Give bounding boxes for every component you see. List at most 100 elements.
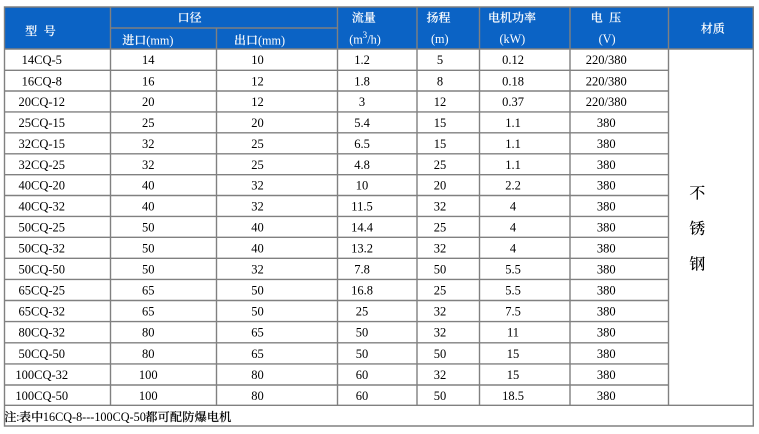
svg-text:380: 380 (597, 179, 616, 193)
svg-text:380: 380 (597, 158, 616, 172)
svg-text:(m): (m) (431, 32, 449, 46)
svg-text:25: 25 (251, 158, 264, 172)
svg-text:65CQ-32: 65CQ-32 (19, 305, 66, 319)
svg-text:16CQ-8---100CQ-50: 16CQ-8---100CQ-50 (43, 410, 146, 424)
svg-text:50: 50 (356, 347, 369, 361)
svg-text:25: 25 (434, 158, 447, 172)
svg-text:380: 380 (597, 368, 616, 382)
svg-text:380: 380 (597, 305, 616, 319)
svg-text:(mm): (mm) (258, 33, 285, 47)
svg-text:100: 100 (139, 389, 158, 403)
svg-text:25: 25 (251, 137, 264, 151)
svg-text:40: 40 (142, 200, 155, 214)
svg-text:20: 20 (142, 95, 155, 109)
svg-text:25: 25 (142, 116, 155, 130)
svg-text:32: 32 (251, 262, 264, 276)
svg-text:50: 50 (251, 283, 264, 297)
svg-text:25CQ-15: 25CQ-15 (19, 116, 66, 130)
svg-text:5: 5 (437, 53, 443, 67)
svg-text:4: 4 (510, 200, 517, 214)
svg-text:(m: (m (349, 32, 363, 46)
svg-text:80: 80 (142, 347, 155, 361)
svg-text:32: 32 (142, 137, 155, 151)
svg-text:380: 380 (597, 241, 616, 255)
svg-text:15: 15 (434, 116, 447, 130)
svg-text:40CQ-20: 40CQ-20 (19, 179, 66, 193)
svg-text:50CQ-25: 50CQ-25 (19, 220, 66, 234)
svg-text:7.8: 7.8 (354, 262, 370, 276)
svg-text:80CQ-32: 80CQ-32 (19, 326, 66, 340)
svg-text:25: 25 (434, 283, 447, 297)
svg-text:20: 20 (251, 116, 264, 130)
svg-text:65: 65 (142, 283, 155, 297)
svg-text:32CQ-15: 32CQ-15 (19, 137, 66, 151)
svg-text:32: 32 (251, 200, 264, 214)
svg-text:16.8: 16.8 (351, 283, 373, 297)
svg-text:20CQ-12: 20CQ-12 (19, 95, 66, 109)
svg-text:1.1: 1.1 (505, 137, 521, 151)
svg-text:12: 12 (434, 95, 447, 109)
svg-text:15: 15 (507, 347, 520, 361)
svg-text:220/380: 220/380 (586, 95, 627, 109)
svg-text:(mm): (mm) (146, 33, 173, 47)
svg-text:11.5: 11.5 (351, 200, 372, 214)
svg-text:380: 380 (597, 347, 616, 361)
svg-text:3: 3 (363, 31, 368, 41)
svg-text:3: 3 (359, 95, 365, 109)
svg-text:65: 65 (251, 347, 264, 361)
svg-text:4: 4 (510, 220, 517, 234)
svg-text:16: 16 (142, 74, 155, 88)
svg-text:60: 60 (356, 389, 369, 403)
svg-text:380: 380 (597, 220, 616, 234)
svg-text:0.12: 0.12 (502, 53, 524, 67)
svg-text:40: 40 (251, 241, 264, 255)
svg-text:32: 32 (142, 158, 155, 172)
svg-text:10: 10 (356, 179, 369, 193)
svg-text:32: 32 (434, 241, 447, 255)
svg-text:4.8: 4.8 (354, 158, 370, 172)
svg-text:220/380: 220/380 (586, 53, 627, 67)
svg-text:50: 50 (142, 262, 155, 276)
svg-text:100: 100 (139, 368, 158, 382)
svg-text:380: 380 (597, 262, 616, 276)
svg-text:65: 65 (251, 326, 264, 340)
svg-text:4: 4 (510, 241, 517, 255)
svg-text:20: 20 (434, 179, 447, 193)
svg-text:1.8: 1.8 (354, 74, 370, 88)
svg-text:65: 65 (142, 305, 155, 319)
svg-text:5.4: 5.4 (354, 116, 370, 130)
svg-text:6.5: 6.5 (354, 137, 370, 151)
svg-text:18.5: 18.5 (502, 389, 524, 403)
svg-text:12: 12 (251, 74, 264, 88)
svg-text:380: 380 (597, 116, 616, 130)
svg-text:1.1: 1.1 (505, 158, 521, 172)
svg-text:50: 50 (434, 262, 447, 276)
svg-text:50: 50 (142, 220, 155, 234)
svg-text:380: 380 (597, 283, 616, 297)
svg-text:40: 40 (142, 179, 155, 193)
svg-text:25: 25 (434, 220, 447, 234)
svg-text:25: 25 (356, 305, 369, 319)
svg-text:50CQ-50: 50CQ-50 (19, 347, 66, 361)
svg-text:32: 32 (251, 179, 264, 193)
svg-text:220/380: 220/380 (586, 74, 627, 88)
svg-text:50CQ-32: 50CQ-32 (19, 241, 66, 255)
svg-text:50CQ-50: 50CQ-50 (19, 262, 66, 276)
svg-text:32: 32 (434, 326, 447, 340)
svg-text:50: 50 (251, 305, 264, 319)
svg-text:100CQ-32: 100CQ-32 (15, 368, 68, 382)
svg-text:13.2: 13.2 (351, 241, 373, 255)
svg-text:60: 60 (356, 368, 369, 382)
svg-text:2.2: 2.2 (505, 179, 521, 193)
svg-text:32: 32 (434, 200, 447, 214)
svg-text:5.5: 5.5 (505, 262, 521, 276)
svg-text:80: 80 (251, 389, 264, 403)
svg-text:(V): (V) (599, 32, 616, 46)
svg-text:50: 50 (434, 389, 447, 403)
svg-text::: : (16, 410, 19, 424)
svg-text:11: 11 (507, 326, 519, 340)
svg-text:0.37: 0.37 (502, 95, 524, 109)
svg-text:65CQ-25: 65CQ-25 (19, 283, 66, 297)
svg-text:15: 15 (507, 368, 520, 382)
svg-text:80: 80 (251, 368, 264, 382)
